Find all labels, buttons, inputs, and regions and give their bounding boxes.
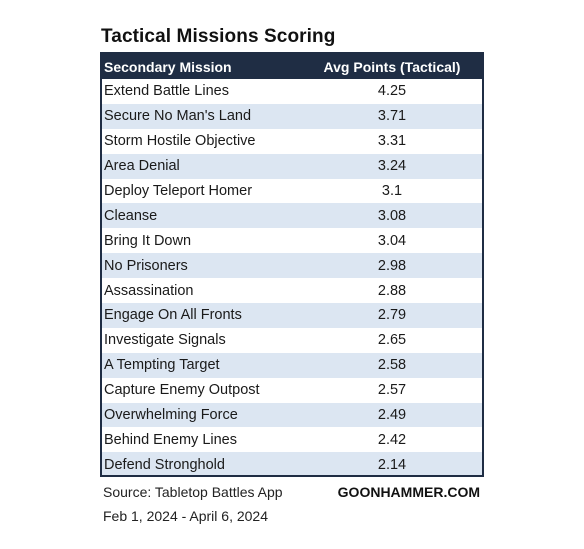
avg-points-cell: 3.04 xyxy=(377,232,407,249)
mission-name-cell: Overwhelming Force xyxy=(104,407,238,424)
avg-points-cell: 4.25 xyxy=(377,83,407,100)
scoring-table: Secondary Mission Avg Points (Tactical) … xyxy=(102,54,482,475)
column-header-mission: Secondary Mission xyxy=(104,58,232,75)
avg-points-cell: 2.65 xyxy=(377,332,407,349)
source-note: Source: Tabletop Battles App xyxy=(103,484,283,500)
table-header: Secondary Mission Avg Points (Tactical) xyxy=(102,54,482,79)
avg-points-cell: 2.58 xyxy=(377,357,407,374)
avg-points-cell: 2.88 xyxy=(377,282,407,299)
avg-points-cell: 3.31 xyxy=(377,133,407,150)
table-row: Bring It Down 3.04 xyxy=(102,228,482,254)
table-body: Extend Battle Lines 4.25 Secure No Man's L… xyxy=(102,79,482,475)
mission-name-cell: Secure No Man's Land xyxy=(104,108,252,125)
chart-title: Tactical Missions Scoring xyxy=(101,26,336,47)
avg-points-cell: 3.24 xyxy=(377,158,407,175)
mission-name-cell: Bring It Down xyxy=(104,232,192,249)
table-row: Extend Battle Lines 4.25 xyxy=(102,79,482,104)
table-row: Capture Enemy Outpost 2.57 xyxy=(102,377,482,403)
table-row: Cleanse 3.08 xyxy=(102,203,482,229)
table-row: Behind Enemy Lines 2.42 xyxy=(102,427,482,453)
mission-name-cell: Cleanse xyxy=(104,207,158,224)
mission-name-cell: No Prisoners xyxy=(104,257,188,274)
mission-name-cell: Deploy Teleport Homer xyxy=(104,183,253,199)
mission-name-cell: Defend Stronghold xyxy=(104,456,225,473)
mission-name-cell: Behind Enemy Lines xyxy=(104,431,237,448)
mission-name-cell: Assassination xyxy=(104,282,194,299)
table-row: Area Denial 3.24 xyxy=(102,153,482,179)
avg-points-cell: 2.42 xyxy=(377,431,407,448)
table-row: Storm Hostile Objective 3.31 xyxy=(102,128,482,154)
scoring-table-container: Secondary Mission Avg Points (Tactical) … xyxy=(100,52,484,477)
table-row: Secure No Man's Land 3.71 xyxy=(102,103,482,129)
table-row: Assassination 2.88 xyxy=(102,278,482,304)
mission-name-cell: A Tempting Target xyxy=(104,357,220,374)
mission-name-cell: Capture Enemy Outpost xyxy=(104,382,260,399)
mission-name-cell: Investigate Signals xyxy=(104,332,226,349)
avg-points-cell: 2.14 xyxy=(377,456,407,473)
date-range: Feb 1, 2024 - April 6, 2024 xyxy=(103,508,268,524)
column-header-avg-points: Avg Points (Tactical) xyxy=(323,58,461,75)
avg-points-cell: 3.71 xyxy=(377,108,407,125)
mission-name-cell: Area Denial xyxy=(104,158,180,175)
mission-name-cell: Extend Battle Lines xyxy=(104,83,229,100)
avg-points-cell: 3.08 xyxy=(377,207,407,224)
mission-name-cell: Engage On All Fronts xyxy=(104,307,242,324)
avg-points-cell: 2.49 xyxy=(377,407,407,424)
mission-name-cell: Storm Hostile Objective xyxy=(104,133,256,150)
brand-label: GOONHAMMER.COM xyxy=(337,484,480,500)
table-row: Overwhelming Force 2.49 xyxy=(102,402,482,428)
avg-points-cell: 3.1 xyxy=(381,183,403,199)
avg-points-cell: 2.79 xyxy=(377,307,407,324)
table-row: A Tempting Target 2.58 xyxy=(102,352,482,378)
table-row: No Prisoners 2.98 xyxy=(102,253,482,279)
avg-points-cell: 2.57 xyxy=(377,382,407,399)
table-row: Engage On All Fronts 2.79 xyxy=(102,303,482,328)
table-row: Deploy Teleport Homer 3.1 xyxy=(102,178,482,204)
table-row: Investigate Signals 2.65 xyxy=(102,327,482,353)
avg-points-cell: 2.98 xyxy=(377,257,407,274)
header-row: Secondary Mission Avg Points (Tactical) xyxy=(102,54,482,79)
table-row: Defend Stronghold 2.14 xyxy=(102,452,482,475)
